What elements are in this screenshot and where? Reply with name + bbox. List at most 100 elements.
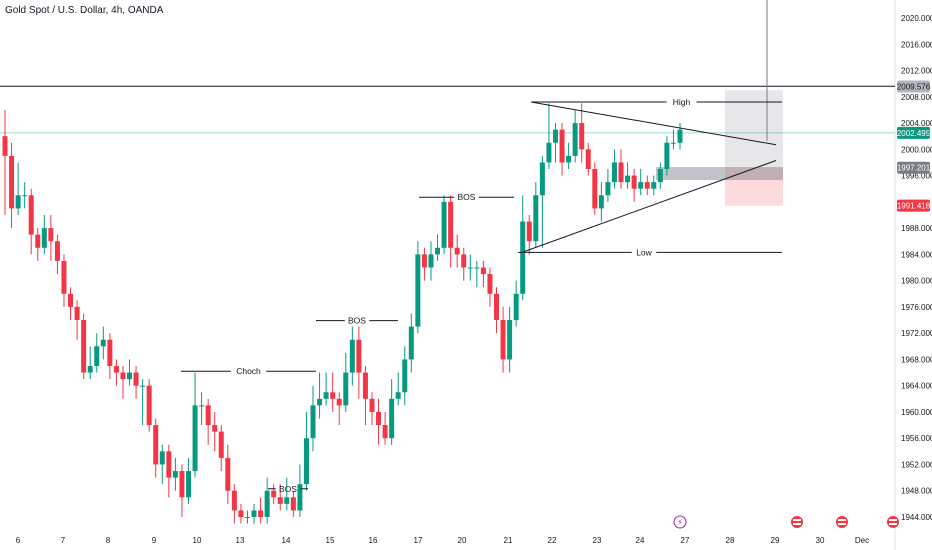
candle-body xyxy=(113,365,119,373)
candle-body xyxy=(631,175,637,189)
candle-body xyxy=(251,510,257,517)
price-tag-label: 2002.495 xyxy=(897,129,931,138)
candle-body xyxy=(474,267,480,269)
candle-body xyxy=(605,182,611,196)
x-tick-label: 17 xyxy=(414,536,423,545)
candle-body xyxy=(238,510,244,517)
y-tick-label: 1948.000 xyxy=(901,487,932,496)
candle-body xyxy=(127,372,133,380)
candle-body xyxy=(48,228,54,242)
candle-body xyxy=(389,398,395,439)
candle-body xyxy=(100,339,106,347)
y-tick-label: 1988.000 xyxy=(901,224,932,233)
candle-body xyxy=(651,182,657,189)
candle-body xyxy=(526,221,532,242)
candle-body xyxy=(140,385,146,387)
candle-body xyxy=(559,129,565,163)
structure-label: BOS xyxy=(348,316,366,326)
x-tick-label: 21 xyxy=(504,536,513,545)
x-tick-label: 14 xyxy=(282,536,291,545)
candle-body xyxy=(225,457,231,491)
candle-body xyxy=(494,293,500,321)
candle-body xyxy=(500,320,506,360)
x-tick-label: Dec xyxy=(855,536,869,545)
candle-body xyxy=(408,326,414,360)
x-tick-label: 13 xyxy=(236,536,245,545)
candle-body xyxy=(402,359,408,393)
candle-body xyxy=(284,497,290,504)
structure-label: Choch xyxy=(236,366,261,376)
candle-body xyxy=(54,241,60,261)
y-tick-label: 1976.000 xyxy=(901,303,932,312)
candle-body xyxy=(74,306,80,321)
y-tick-label: 1960.000 xyxy=(901,408,932,417)
candle-body xyxy=(618,162,624,183)
candle-body xyxy=(87,365,93,373)
price-tag xyxy=(897,80,930,93)
entry-zone xyxy=(656,167,783,181)
candle-body xyxy=(120,372,126,380)
candle-body xyxy=(68,293,74,307)
candle-body xyxy=(323,392,329,399)
structure-label: BOS xyxy=(279,484,297,494)
candle-body xyxy=(185,471,191,498)
candle-body xyxy=(61,260,67,294)
candle-body xyxy=(611,162,617,183)
candle-body xyxy=(585,149,591,170)
candle-body xyxy=(146,385,152,426)
candle-body xyxy=(35,234,41,248)
candle-body xyxy=(625,175,631,183)
us-flag-stripe xyxy=(838,519,846,521)
x-tick-label: 30 xyxy=(816,536,825,545)
candle-body xyxy=(507,320,513,360)
candle-body xyxy=(310,405,316,439)
price-tag-label: 1997.201 xyxy=(897,164,931,173)
candle-body xyxy=(382,425,388,439)
candle-body xyxy=(94,346,100,366)
x-tick-label: 8 xyxy=(106,536,111,545)
candle-body xyxy=(330,392,336,399)
candle-body xyxy=(461,254,467,268)
lightning-icon xyxy=(673,515,687,529)
stop-zone xyxy=(725,167,783,206)
candle-body xyxy=(513,293,519,321)
price-tag xyxy=(897,126,930,139)
candle-body xyxy=(664,142,670,170)
structure-label: BOS xyxy=(458,192,476,202)
candle-body xyxy=(9,155,15,209)
y-tick-label: 1996.000 xyxy=(901,172,932,181)
y-tick-label: 2004.000 xyxy=(901,119,932,128)
y-tick-label: 2008.000 xyxy=(901,93,932,102)
candle-body xyxy=(81,320,87,373)
y-tick-label: 1972.000 xyxy=(901,329,932,338)
us-flag-icon xyxy=(836,516,848,528)
candle-body xyxy=(179,471,185,498)
x-tick-label: 15 xyxy=(326,536,335,545)
candle-body xyxy=(166,451,172,478)
y-tick-label: 1984.000 xyxy=(901,250,932,259)
target-zone xyxy=(725,90,783,168)
candle-body xyxy=(480,267,486,275)
candle-body xyxy=(467,267,473,269)
price-tag xyxy=(897,161,930,174)
us-flag-stripe xyxy=(793,519,801,521)
candle-body xyxy=(212,425,218,432)
candle-body xyxy=(670,142,676,144)
candle-body xyxy=(218,431,224,458)
x-tick-label: 10 xyxy=(193,536,202,545)
candle-body xyxy=(520,221,526,294)
candle-body xyxy=(362,372,368,399)
candle-body xyxy=(638,182,644,189)
x-tick-label: 23 xyxy=(593,536,602,545)
candle-body xyxy=(376,411,382,426)
candle-body xyxy=(303,438,309,485)
price-tag xyxy=(897,199,930,212)
x-tick-label: 7 xyxy=(61,536,66,545)
candle-body xyxy=(644,182,650,189)
candle-body xyxy=(454,247,460,255)
candle-body xyxy=(343,372,349,406)
candle-body xyxy=(336,398,342,406)
candle-body xyxy=(159,451,165,465)
y-tick-label: 1952.000 xyxy=(901,460,932,469)
